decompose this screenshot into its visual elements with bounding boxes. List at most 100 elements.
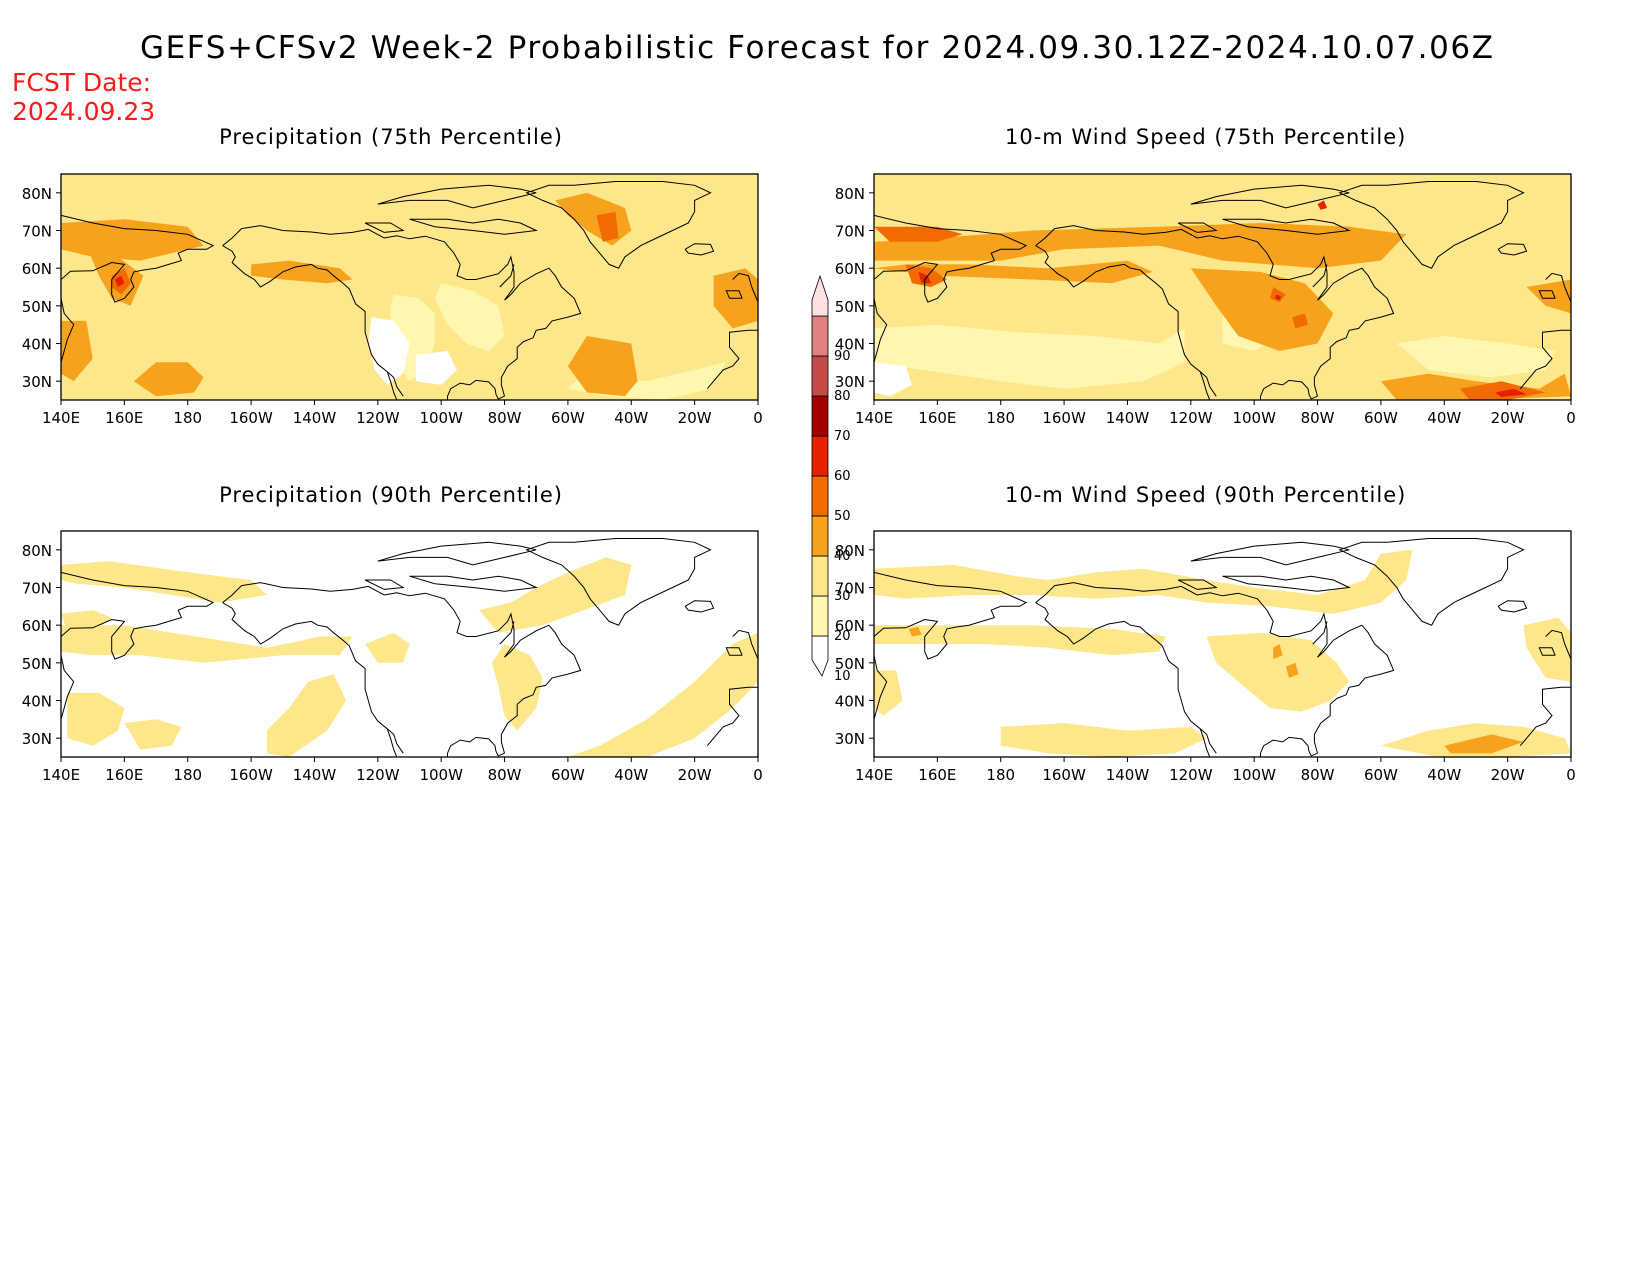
lon-tick-label: 60W bbox=[551, 409, 585, 427]
probability-contour bbox=[124, 719, 182, 750]
coastline bbox=[725, 647, 743, 656]
probability-contour bbox=[1274, 294, 1282, 301]
probability-contour bbox=[874, 226, 963, 242]
map-wind-75: 140E 160E 180 160W 140W 120W 100W 80W 60W 40W 20W 0… bbox=[835, 173, 1576, 427]
probability-contour bbox=[251, 260, 353, 284]
probability-contour bbox=[596, 211, 619, 242]
coastline bbox=[222, 245, 239, 269]
coastline bbox=[874, 298, 888, 378]
lon-tick-label: 40W bbox=[614, 409, 648, 427]
probability-contour bbox=[1285, 662, 1299, 678]
probability-contour bbox=[1317, 200, 1327, 210]
map-wind-90: 140E 160E 180 160W 140W 120W 100W 80W 60W 40W 20W 0… bbox=[835, 530, 1576, 784]
lat-tick-label: 50N bbox=[22, 298, 52, 316]
coastline bbox=[732, 272, 758, 303]
coastline bbox=[377, 541, 537, 566]
lat-tick-label: 40N bbox=[22, 693, 52, 711]
coastline bbox=[684, 243, 715, 256]
lon-tick-label: 40W bbox=[614, 766, 648, 784]
probability-contour bbox=[874, 324, 1185, 389]
coastline bbox=[447, 736, 505, 757]
map-precip-90: 140E 160E 180 160W 140W 120W 100W 80W 60W 40W 20W 0… bbox=[22, 530, 763, 784]
lat-tick-label: 70N bbox=[22, 580, 52, 598]
coastline bbox=[364, 579, 405, 590]
coastline bbox=[1051, 620, 1211, 757]
lon-tick-label: 120W bbox=[356, 409, 400, 427]
coastline bbox=[525, 538, 712, 626]
probability-contour bbox=[1190, 268, 1334, 351]
lon-tick-label: 140E bbox=[855, 409, 893, 427]
probability-contour bbox=[266, 674, 347, 757]
coastline bbox=[1199, 728, 1217, 754]
probability-contour bbox=[1526, 279, 1571, 314]
forecast-date-value: 2024.09.23 bbox=[12, 97, 156, 126]
lon-tick-label: 100W bbox=[1232, 409, 1276, 427]
coastline bbox=[1260, 379, 1318, 400]
probability-contour bbox=[114, 275, 125, 287]
coastline bbox=[1199, 371, 1217, 397]
lon-tick-label: 160E bbox=[918, 409, 956, 427]
probability-contour bbox=[1523, 617, 1571, 682]
coastline bbox=[874, 571, 1028, 660]
coastline bbox=[1222, 575, 1351, 592]
lat-tick-label: 70N bbox=[835, 580, 865, 598]
lat-tick-label: 40N bbox=[835, 693, 865, 711]
lon-tick-label: 160W bbox=[1042, 766, 1086, 784]
lon-tick-label: 140E bbox=[855, 766, 893, 784]
probability-contour bbox=[1273, 644, 1283, 660]
coastline bbox=[222, 225, 582, 397]
coastline bbox=[1338, 181, 1525, 269]
coastline bbox=[447, 379, 505, 400]
map-precip-75: 140E 160E 180 160W 140W 120W 100W 80W 60W 40W 20W 0… bbox=[22, 173, 763, 427]
coastline bbox=[874, 214, 1028, 303]
coastline bbox=[1519, 686, 1571, 747]
low-probability-area bbox=[415, 351, 457, 385]
lon-tick-label: 140W bbox=[1106, 766, 1150, 784]
coastline bbox=[706, 329, 758, 390]
probability-contour bbox=[1495, 388, 1527, 397]
lon-tick-label: 0 bbox=[1566, 409, 1576, 427]
lon-tick-label: 20W bbox=[1491, 409, 1525, 427]
probability-contour bbox=[479, 557, 632, 633]
panel-title-wind-75: 10-m Wind Speed (75th Percentile) bbox=[1005, 125, 1407, 149]
coastline bbox=[61, 298, 75, 378]
lon-tick-label: 20W bbox=[1491, 766, 1525, 784]
probability-contour bbox=[874, 260, 1153, 284]
probability-field bbox=[61, 531, 758, 757]
lon-tick-label: 80W bbox=[1301, 409, 1335, 427]
coastline bbox=[1312, 264, 1328, 288]
coastline bbox=[525, 181, 712, 269]
probability-contour bbox=[1292, 313, 1308, 329]
probability-contour bbox=[1444, 734, 1524, 754]
probability-contour bbox=[918, 271, 931, 284]
coastline bbox=[1545, 272, 1571, 303]
main-title: GEFS+CFSv2 Week-2 Probabilistic Forecast… bbox=[140, 30, 1495, 66]
lat-tick-label: 70N bbox=[22, 223, 52, 241]
lon-tick-label: 160W bbox=[229, 409, 273, 427]
lon-tick-label: 60W bbox=[1364, 409, 1398, 427]
lon-tick-label: 160W bbox=[1042, 409, 1086, 427]
colorbar-segment bbox=[811, 595, 829, 637]
lat-tick-label: 40N bbox=[22, 336, 52, 354]
lat-tick-label: 80N bbox=[835, 185, 865, 203]
colorbar-label: 20 bbox=[834, 629, 851, 644]
probability-contour bbox=[874, 670, 903, 716]
colorbar-label: 80 bbox=[834, 389, 851, 404]
coastline bbox=[364, 222, 405, 233]
lon-tick-label: 40W bbox=[1427, 766, 1461, 784]
lon-tick-label: 140W bbox=[293, 409, 337, 427]
probability-contour bbox=[1270, 287, 1286, 303]
coastline bbox=[1035, 602, 1052, 626]
coastline bbox=[377, 184, 537, 209]
lat-tick-label: 50N bbox=[835, 298, 865, 316]
coastline bbox=[732, 629, 758, 660]
lat-tick-label: 70N bbox=[835, 223, 865, 241]
coastline bbox=[1035, 245, 1052, 269]
colorbar-label: 90 bbox=[834, 349, 851, 364]
lat-tick-label: 30N bbox=[22, 730, 52, 748]
coastline bbox=[222, 602, 239, 626]
coastline bbox=[238, 263, 398, 400]
lon-tick-label: 160E bbox=[918, 766, 956, 784]
coastline bbox=[1035, 225, 1395, 397]
lon-tick-label: 80W bbox=[488, 409, 522, 427]
